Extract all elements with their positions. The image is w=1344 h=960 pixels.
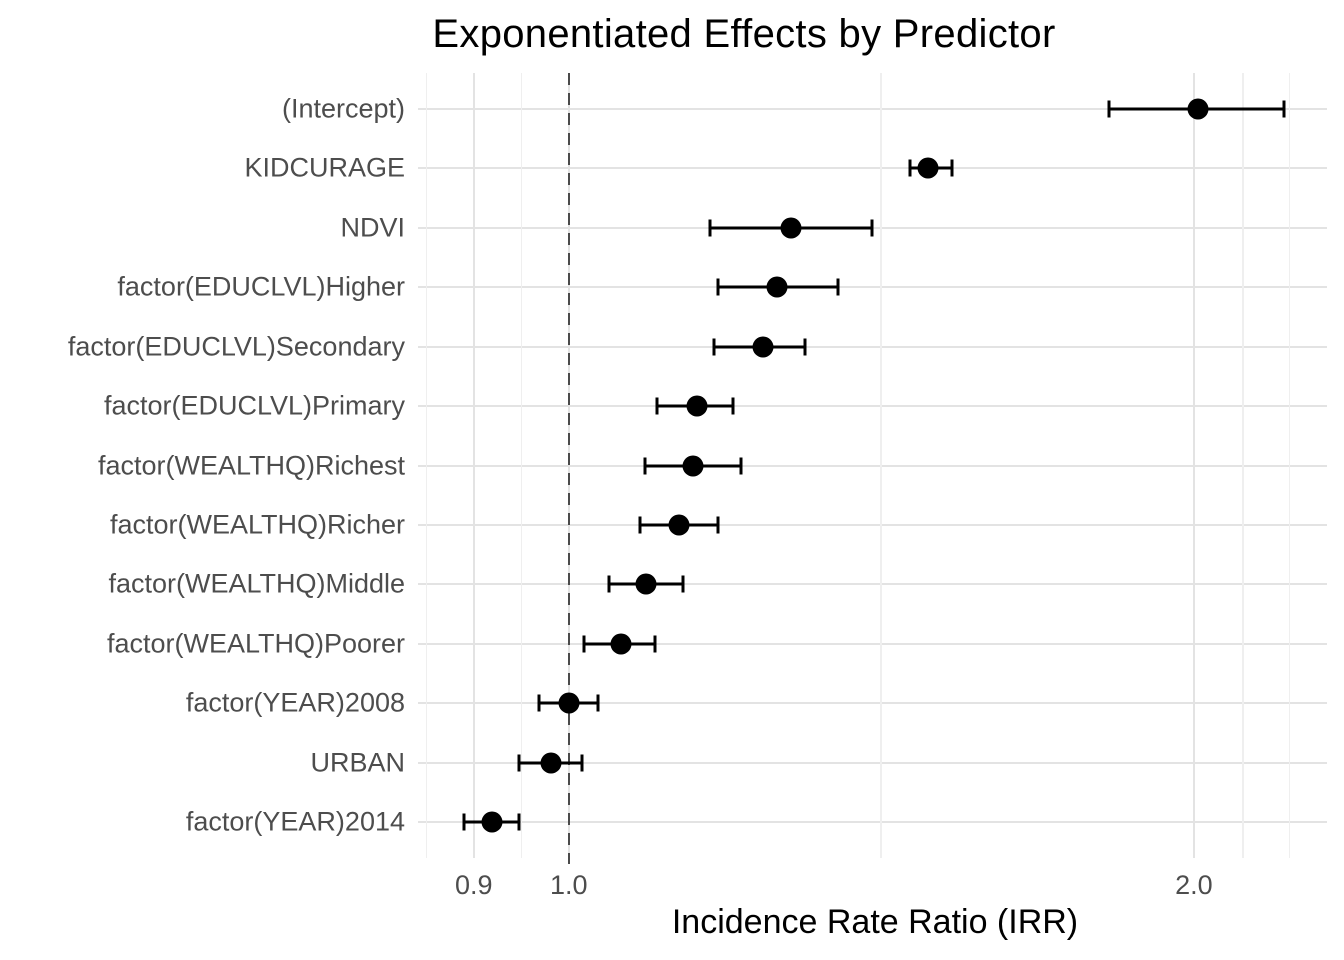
x-minor-gridline xyxy=(520,73,523,858)
estimate-point xyxy=(540,752,562,774)
y-major-gridline xyxy=(418,761,1327,764)
x-minor-gridline xyxy=(880,73,882,858)
error-bar-cap-high xyxy=(739,457,743,474)
estimate-point xyxy=(558,692,580,714)
error-bar-cap-high xyxy=(731,397,735,415)
y-major-gridline xyxy=(418,583,1327,586)
error-bar-cap-high xyxy=(580,754,584,772)
error-bar-cap-low xyxy=(716,278,720,296)
error-bar-cap-high xyxy=(681,575,685,593)
y-major-gridline xyxy=(418,286,1327,289)
estimate-point xyxy=(780,217,802,239)
error-bar-cap-low xyxy=(517,754,521,772)
x-axis-tick-label: 0.9 xyxy=(455,870,493,900)
error-bar-cap-low xyxy=(908,159,912,177)
error-bar-cap-low xyxy=(643,457,647,474)
estimate-point xyxy=(635,573,657,595)
x-minor-gridline xyxy=(1288,73,1291,858)
y-axis-label: factor(WEALTHQ)Poorer xyxy=(106,628,405,659)
error-bar-cap-high xyxy=(1282,100,1286,118)
y-axis-label: factor(YEAR)2008 xyxy=(185,687,405,718)
error-bar-cap-low xyxy=(537,694,541,712)
y-major-gridline xyxy=(418,405,1327,408)
estimate-point xyxy=(481,811,503,833)
error-bar-cap-low xyxy=(712,338,716,356)
plot-title: Exponentiated Effects by Predictor xyxy=(432,12,1056,56)
y-axis-label: factor(WEALTHQ)Middle xyxy=(108,568,405,599)
x-major-gridline xyxy=(1192,73,1195,858)
estimate-point xyxy=(917,157,939,179)
error-bar-cap-high xyxy=(836,278,840,296)
y-axis-label: KIDCURAGE xyxy=(244,152,405,183)
x-axis-tick-label: 2.0 xyxy=(1175,870,1213,900)
y-axis-label: factor(YEAR)2014 xyxy=(185,806,405,837)
y-axis-label: factor(EDUCLVL)Higher xyxy=(117,271,405,302)
y-axis-label: (Intercept) xyxy=(281,93,405,124)
reference-line-irr-1 xyxy=(567,73,571,864)
y-axis-label: factor(WEALTHQ)Richer xyxy=(109,509,405,540)
y-major-gridline xyxy=(418,821,1327,824)
error-bar-cap-high xyxy=(517,813,521,831)
error-bar-cap-high xyxy=(803,338,807,356)
y-major-gridline xyxy=(418,523,1327,526)
error-bar-cap-low xyxy=(655,397,659,415)
y-major-gridline xyxy=(418,464,1327,467)
estimate-point xyxy=(668,514,690,536)
y-axis-label: NDVI xyxy=(340,212,405,243)
y-major-gridline xyxy=(418,107,1327,110)
x-major-gridline xyxy=(472,73,475,858)
y-major-gridline xyxy=(418,702,1327,705)
y-axis-label: factor(WEALTHQ)Richest xyxy=(97,450,405,480)
error-bar-cap-low xyxy=(638,516,642,534)
x-axis-title: Incidence Rate Ratio (IRR) xyxy=(671,903,1079,941)
error-bar-cap-low xyxy=(708,219,712,237)
estimate-point xyxy=(610,633,632,655)
y-major-gridline xyxy=(418,167,1327,170)
error-bar-cap-low xyxy=(1107,100,1111,118)
y-axis-label: URBAN xyxy=(310,747,405,778)
error-bar-cap-high xyxy=(596,694,600,712)
estimate-point xyxy=(686,395,708,417)
x-minor-gridline xyxy=(1242,73,1244,858)
x-minor-gridline xyxy=(425,73,428,858)
error-bar-cap-high xyxy=(870,219,874,237)
error-bar-cap-low xyxy=(462,813,466,831)
y-axis-label: factor(EDUCLVL)Primary xyxy=(103,390,405,421)
estimate-point xyxy=(682,455,703,476)
estimate-point xyxy=(766,276,788,298)
error-bar-cap-low xyxy=(582,635,586,653)
y-major-gridline xyxy=(418,642,1327,645)
y-major-gridline xyxy=(418,345,1327,348)
error-bar-cap-high xyxy=(716,516,720,534)
error-bar-cap-high xyxy=(950,159,954,177)
error-bar-cap-high xyxy=(653,635,657,653)
x-axis-tick-label: 1.0 xyxy=(550,870,588,900)
estimate-point xyxy=(1187,98,1209,120)
error-bar-cap-low xyxy=(607,575,611,593)
estimate-point xyxy=(752,336,774,358)
y-axis-label: factor(EDUCLVL)Secondary xyxy=(67,331,405,362)
